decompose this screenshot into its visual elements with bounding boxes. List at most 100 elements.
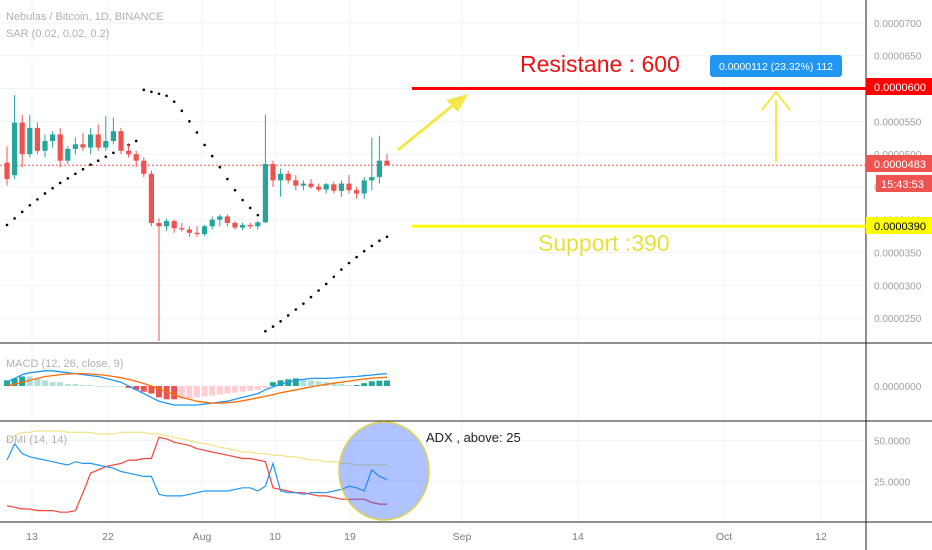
macd-legend: MACD (12, 26, close, 9) bbox=[6, 358, 123, 370]
macd-histogram-bar bbox=[270, 382, 276, 386]
macd-histogram-bar bbox=[140, 386, 147, 392]
sar-dot bbox=[309, 295, 313, 299]
candle-body bbox=[80, 144, 86, 148]
price-tick-label: 0.0000300 bbox=[874, 281, 922, 292]
macd-histogram-bar bbox=[209, 386, 216, 396]
macd-histogram-bar bbox=[292, 378, 299, 386]
last-price-tag-text: 0.0000483 bbox=[874, 159, 926, 171]
sar-dot bbox=[203, 143, 206, 147]
sar-dot bbox=[248, 206, 252, 210]
dmi-indicator bbox=[6, 430, 388, 513]
macd-histogram-bar bbox=[338, 384, 345, 386]
sar-dot bbox=[355, 255, 358, 259]
time-tick-label: Oct bbox=[716, 531, 732, 543]
time-tick-label: 19 bbox=[344, 531, 356, 543]
macd-axis[interactable]: 0.0000000 bbox=[874, 382, 922, 393]
time-tick-label: 12 bbox=[815, 531, 827, 543]
sar-dot bbox=[165, 94, 168, 98]
candle-body bbox=[50, 134, 56, 142]
sar-dot bbox=[150, 90, 153, 94]
dmi-axis[interactable]: 50.0000 25.0000 bbox=[874, 437, 911, 489]
sar-dot bbox=[96, 159, 100, 162]
time-tick-label: 14 bbox=[572, 531, 584, 543]
macd-histogram-bar bbox=[87, 385, 94, 386]
macd-histogram-bar bbox=[133, 386, 140, 390]
macd-histogram-bar bbox=[262, 386, 269, 388]
candle-body bbox=[118, 131, 124, 151]
time-tick-label: 22 bbox=[102, 531, 114, 543]
candle-body bbox=[57, 134, 63, 161]
sar-dot bbox=[362, 249, 366, 253]
sar-dot bbox=[218, 165, 222, 169]
candle-body bbox=[293, 180, 299, 186]
macd-histogram-bar bbox=[376, 380, 383, 386]
macd-histogram-bar bbox=[42, 380, 48, 386]
sar-dot bbox=[241, 198, 244, 202]
sar-dot bbox=[264, 329, 267, 333]
candle-body bbox=[202, 226, 208, 235]
measure-label-text: 0.0000112 (23.32%) 112 bbox=[719, 61, 833, 73]
grid-lines bbox=[0, 0, 866, 522]
dmi-tick-label: 50.0000 bbox=[874, 437, 911, 448]
price-tick-label: 0.0000550 bbox=[874, 117, 922, 128]
time-axis[interactable]: 13 22 Aug 10 19 Sep 14 Oct 12 bbox=[26, 531, 827, 543]
candle-body bbox=[12, 122, 18, 176]
sar-dot bbox=[286, 314, 290, 317]
macd-histogram-bar bbox=[26, 376, 33, 386]
last-price-tag bbox=[866, 155, 932, 172]
candle-body bbox=[171, 221, 177, 229]
sar-dot bbox=[66, 177, 70, 180]
candle-body bbox=[42, 141, 48, 151]
candle-body bbox=[247, 224, 253, 227]
sar-dot bbox=[317, 289, 320, 292]
candle-body bbox=[217, 216, 223, 220]
sar-dot bbox=[20, 210, 24, 214]
macd-histogram-bar bbox=[254, 386, 261, 390]
countdown-tag-text: 15:43:53 bbox=[881, 179, 924, 191]
macd-histogram-bar bbox=[346, 385, 352, 386]
macd-histogram-bar bbox=[11, 378, 18, 386]
sar-dot bbox=[271, 325, 275, 328]
candle-body bbox=[156, 222, 162, 227]
candle-body bbox=[376, 160, 382, 178]
candle-body bbox=[255, 222, 261, 227]
price-tick-label: 0.0000700 bbox=[874, 19, 922, 30]
candle-body bbox=[141, 160, 147, 174]
candle-body bbox=[194, 232, 200, 235]
sar-dot bbox=[112, 151, 115, 155]
macd-histogram-bar bbox=[353, 385, 360, 386]
macd-histogram-bar bbox=[361, 383, 368, 386]
sar-dot bbox=[195, 131, 199, 134]
sar-dot bbox=[142, 88, 146, 92]
candle-body bbox=[148, 173, 154, 223]
sar-dot bbox=[104, 155, 108, 159]
candle-body bbox=[240, 224, 246, 228]
macd-histogram-bar bbox=[232, 386, 238, 393]
macd-histogram-bar bbox=[216, 386, 223, 395]
macd-line bbox=[6, 370, 388, 406]
macd-histogram-bar bbox=[95, 386, 102, 387]
macd-histogram-bar bbox=[308, 380, 314, 386]
macd-histogram-bar bbox=[148, 386, 155, 394]
candle-body bbox=[285, 173, 291, 181]
candle-body bbox=[164, 221, 170, 227]
macd-histogram-bar bbox=[163, 386, 170, 400]
sar-dot bbox=[256, 213, 260, 217]
adx-annotation: ADX , above: 25 bbox=[426, 430, 521, 445]
sar-dot bbox=[279, 320, 282, 323]
support-annotation: Support :390 bbox=[538, 230, 670, 256]
support-price-tag-text: 0.0000390 bbox=[874, 221, 926, 233]
support-price-tag bbox=[866, 217, 932, 234]
candle-body bbox=[95, 134, 101, 148]
macd-histogram-bar bbox=[178, 386, 185, 400]
macd-histogram-bar bbox=[156, 386, 162, 398]
sar-dot bbox=[28, 203, 32, 207]
sar-dot bbox=[210, 154, 214, 158]
resistance-annotation: Resistane : 600 bbox=[520, 51, 680, 77]
macd-histogram-bar bbox=[125, 386, 132, 388]
sar-dot bbox=[81, 167, 85, 171]
measure-label-box[interactable] bbox=[710, 55, 842, 77]
macd-histogram-bar bbox=[247, 386, 254, 391]
